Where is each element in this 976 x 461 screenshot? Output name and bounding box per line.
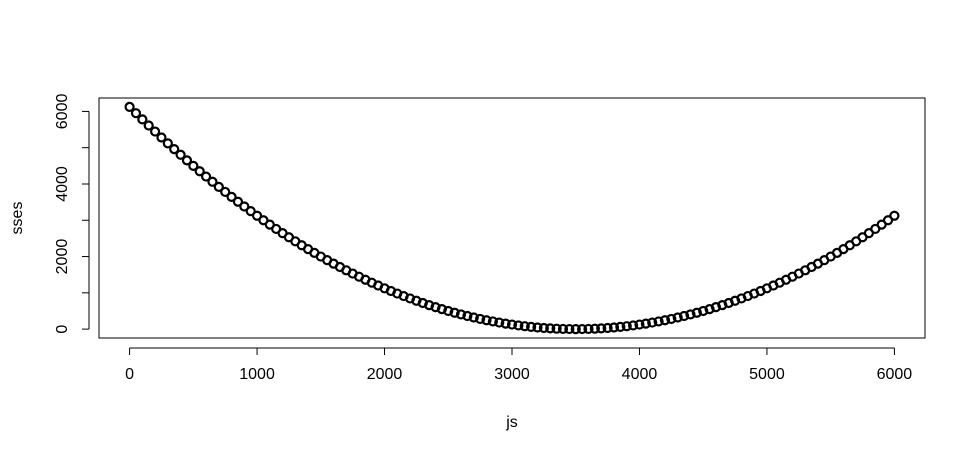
point xyxy=(226,191,237,202)
point xyxy=(207,176,218,187)
point xyxy=(685,309,696,320)
point xyxy=(634,319,645,330)
point xyxy=(653,316,664,327)
point xyxy=(494,317,505,328)
point xyxy=(130,108,142,119)
point xyxy=(169,144,180,155)
point xyxy=(678,310,690,322)
x-tick-label: 6000 xyxy=(877,366,913,383)
point xyxy=(557,323,569,335)
point xyxy=(538,322,549,334)
point xyxy=(889,210,900,221)
point xyxy=(475,313,486,325)
point xyxy=(462,310,473,322)
point xyxy=(666,313,677,325)
x-tick-label: 3000 xyxy=(494,366,530,383)
x-tick-label: 1000 xyxy=(239,366,275,383)
point xyxy=(691,307,702,318)
point xyxy=(124,101,135,112)
point xyxy=(149,126,161,137)
point xyxy=(577,323,588,335)
y-tick-label: 4000 xyxy=(54,166,71,202)
y-axis-label: sses xyxy=(9,202,26,235)
point xyxy=(449,307,460,318)
x-tick-label: 2000 xyxy=(367,366,403,383)
point xyxy=(200,171,212,182)
point xyxy=(570,324,581,335)
point xyxy=(239,201,250,212)
point xyxy=(443,305,454,317)
point xyxy=(621,321,632,332)
point xyxy=(220,186,231,198)
point xyxy=(194,166,205,177)
point xyxy=(672,312,683,323)
point xyxy=(526,321,537,332)
point xyxy=(698,305,709,317)
point xyxy=(532,322,543,333)
point xyxy=(589,323,600,334)
point xyxy=(181,155,193,166)
point xyxy=(213,181,224,192)
x-tick-label: 0 xyxy=(125,366,134,383)
y-tick-label: 6000 xyxy=(54,94,71,130)
point xyxy=(245,206,256,217)
y-tick-label: 0 xyxy=(54,325,71,334)
point xyxy=(175,149,186,160)
point xyxy=(481,315,492,326)
point xyxy=(455,309,467,320)
point xyxy=(545,323,556,334)
point xyxy=(506,319,518,330)
point xyxy=(468,312,479,323)
point xyxy=(608,322,620,333)
point xyxy=(500,318,511,329)
point xyxy=(143,120,154,131)
x-tick-label: 5000 xyxy=(749,366,785,383)
point xyxy=(137,114,148,125)
y-tick-label: 2000 xyxy=(54,239,71,275)
point xyxy=(162,138,173,149)
point xyxy=(647,317,658,328)
point xyxy=(583,323,594,335)
point xyxy=(627,320,639,331)
plot-box xyxy=(98,97,926,339)
point xyxy=(564,323,575,335)
point xyxy=(596,323,607,334)
point xyxy=(602,322,613,334)
point xyxy=(551,323,562,334)
x-axis-label: js xyxy=(505,414,518,431)
point xyxy=(519,321,530,332)
point xyxy=(659,315,671,326)
point xyxy=(232,196,244,207)
point xyxy=(487,316,498,327)
point xyxy=(640,318,651,329)
point xyxy=(188,160,199,171)
point xyxy=(156,132,167,143)
x-tick-label: 4000 xyxy=(622,366,658,383)
point xyxy=(513,320,524,331)
point xyxy=(436,304,447,315)
point xyxy=(615,321,626,332)
